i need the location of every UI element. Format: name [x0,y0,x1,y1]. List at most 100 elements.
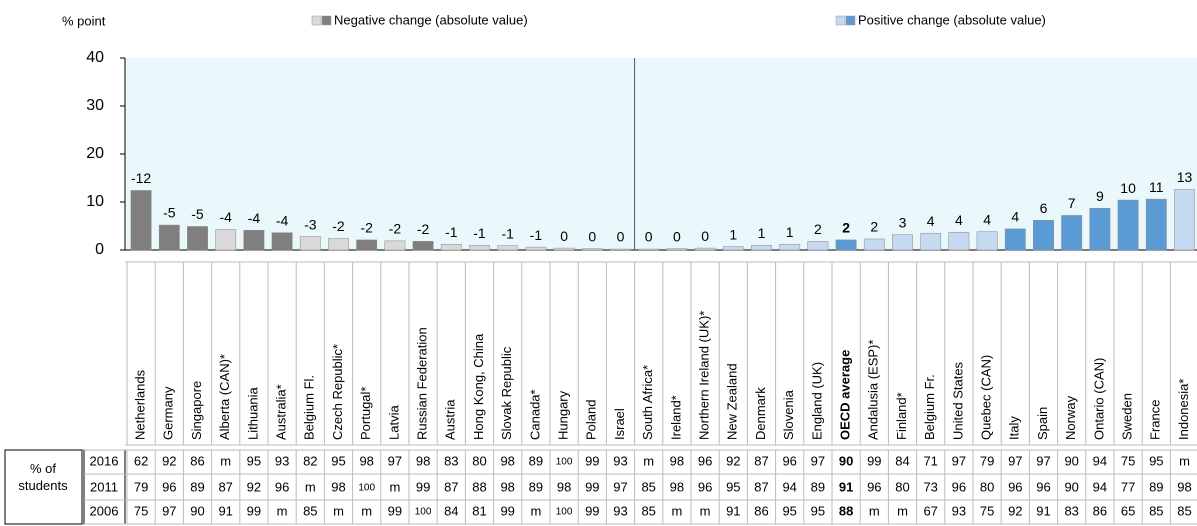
x-tick-label: Quebec (CAN) [979,355,994,440]
table-cell: 96 [782,453,796,468]
table-cell: 67 [923,503,937,518]
x-tick-label: Ireland* [668,395,683,440]
table-cell: 98 [1177,479,1191,494]
value-label: 9 [1096,188,1104,204]
table-cell: 99 [416,479,430,494]
table-cell: 83 [444,453,458,468]
x-tick-label: Netherlands [133,369,148,440]
table-cell: 85 [1177,503,1191,518]
value-label: -2 [389,221,402,237]
row-year: 2016 [90,453,119,468]
value-label: -4 [248,210,261,226]
value-label: -3 [304,216,317,232]
table-cell: 99 [867,453,881,468]
table-cell: 99 [585,479,599,494]
y-tick-label: 30 [86,97,104,114]
table-cell: 97 [388,453,402,468]
table-cell: 96 [867,479,881,494]
table-cell: 93 [952,503,966,518]
bar [440,243,462,251]
bar [666,248,688,251]
table-cell: m [1179,453,1190,468]
bar [779,243,801,251]
x-tick-label: Singapore [189,381,204,440]
y-tick-label: 0 [95,241,104,258]
value-label: 0 [617,229,625,245]
table-cell: 99 [585,453,599,468]
value-label: 4 [927,213,935,229]
table-cell: 89 [190,479,204,494]
x-tick-label: Norway [1063,395,1078,440]
value-label: -12 [131,170,151,186]
table-cell: 86 [1093,503,1107,518]
bar [1004,228,1026,251]
table-cell: 92 [247,479,261,494]
value-label: 0 [645,229,653,245]
value-label: 0 [673,228,681,244]
x-tick-label: Italy [1007,416,1022,440]
value-label: 13 [1177,169,1193,185]
table-cell: 88 [839,503,853,518]
x-tick-label: Russian Federation [415,327,430,440]
table-cell: 100 [556,457,573,468]
table-cell: 95 [247,453,261,468]
x-tick-label: United States [950,361,965,440]
table-cell: 98 [557,479,571,494]
bar [356,239,378,251]
x-tick-label: Poland [584,400,599,440]
table-cell: m [869,503,880,518]
table-cell: 100 [556,507,573,518]
y-tick-label: 10 [86,193,104,210]
table-cell: 87 [754,453,768,468]
bar [1117,199,1139,251]
x-tick-label: Germany [161,386,176,440]
value-label: 11 [1149,179,1164,195]
x-tick-label: Denmark [753,387,768,440]
table-cell: 75 [980,503,994,518]
table-cell: 98 [359,453,373,468]
table-cell: 91 [1036,503,1050,518]
bar [694,247,716,251]
plot-area [125,58,1197,250]
x-tick-label: Sweden [1120,393,1135,440]
x-tick-label: Lithuania [245,386,260,440]
x-tick-label: Ontario (CAN) [1091,358,1106,440]
table-cell: 87 [754,479,768,494]
table-cell: m [333,503,344,518]
table-cell: 99 [585,503,599,518]
table-cell: 91 [839,479,853,494]
table-cell: 98 [670,453,684,468]
x-tick-label: Belgium Fl. [302,375,317,440]
table-cell: 98 [500,453,514,468]
table-cell: 96 [1036,479,1050,494]
table-cell: 100 [358,483,375,494]
bar [751,244,772,251]
table-cell: 85 [303,503,317,518]
table-cell: 87 [444,479,458,494]
table-cell: m [897,503,908,518]
x-tick-label: Northern Ireland (UK)* [697,311,712,440]
value-label: 2 [842,220,850,236]
table-cell: 79 [980,453,994,468]
table-cell: 95 [726,479,740,494]
table-cell: 96 [1008,479,1022,494]
table-cell: 85 [1149,503,1163,518]
value-label: -5 [191,206,204,222]
bar [892,234,913,251]
table-cell: m [220,453,231,468]
value-label: 4 [955,212,963,228]
value-label: 4 [983,211,991,227]
table-cell: m [361,503,372,518]
bar [835,239,857,251]
table-cell: 90 [1064,453,1078,468]
table-cell: 73 [923,479,937,494]
value-label: -4 [219,209,232,225]
table-cell: 86 [754,503,768,518]
bar [976,231,998,251]
value-label: 0 [588,228,596,244]
table-cell: 96 [698,453,712,468]
row-header-box [4,449,83,525]
table-cell: 91 [726,503,740,518]
x-tick-label: Belgium Fr. [922,374,937,440]
